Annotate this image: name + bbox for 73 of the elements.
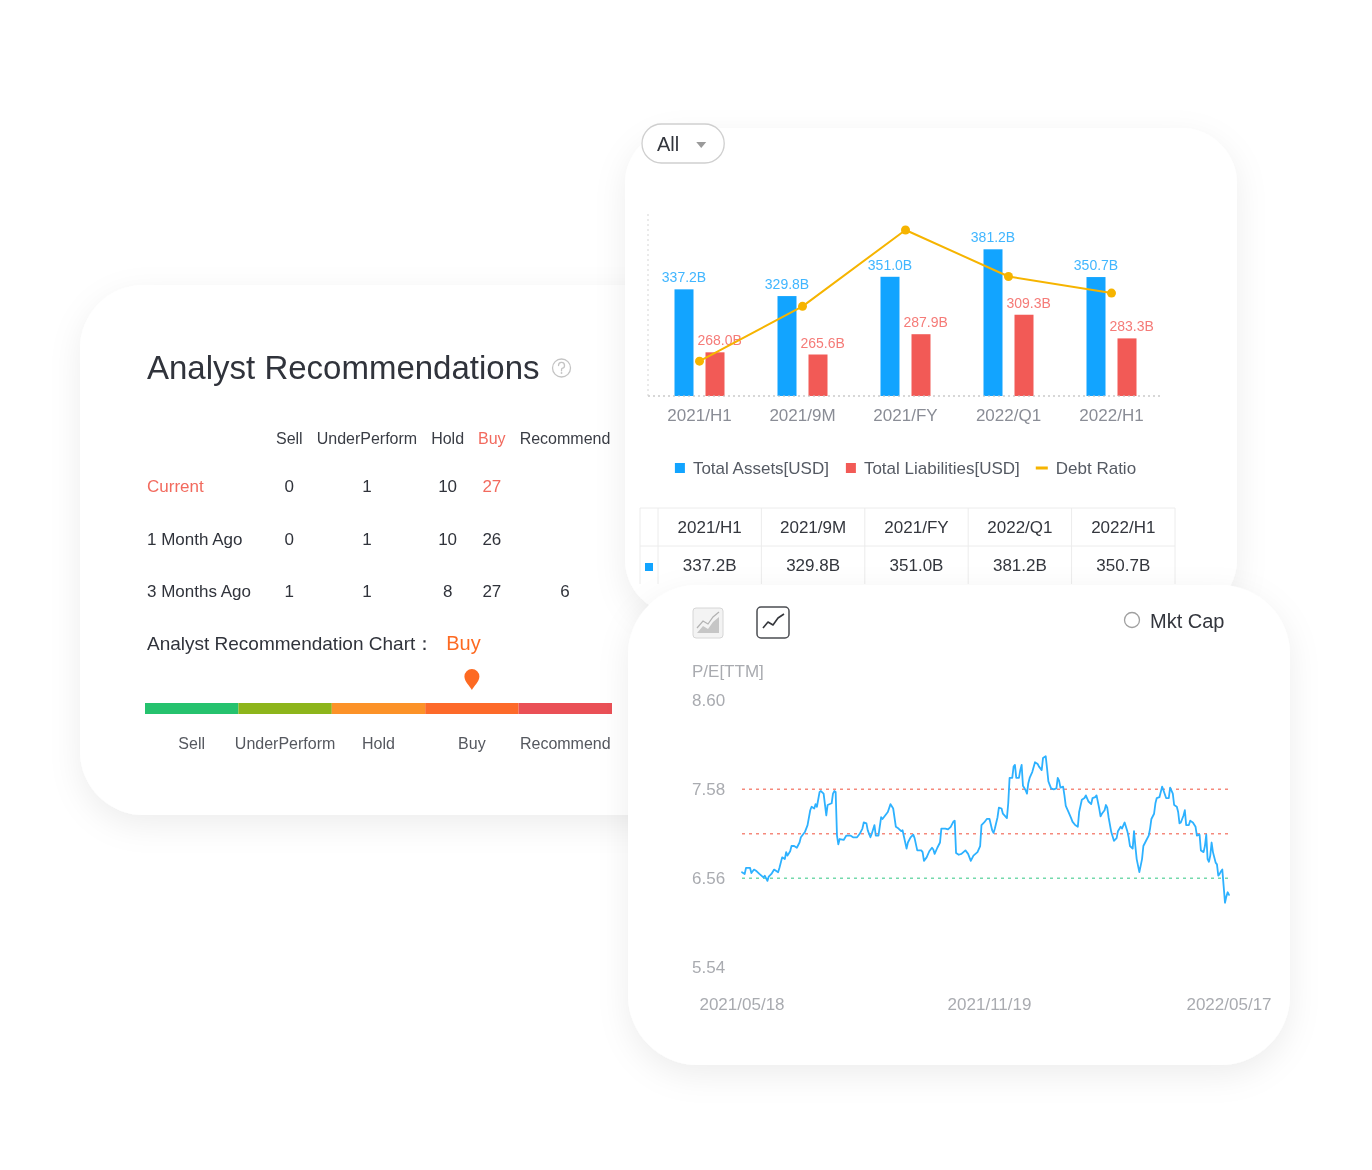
- y-axis-title: P/E[TTM]: [692, 662, 764, 681]
- category-label: Hold: [362, 735, 395, 752]
- text: Mkt Cap: [1150, 610, 1225, 632]
- data-label: 0: [284, 477, 295, 496]
- data-label: 10: [438, 477, 458, 496]
- x-tick-label: 2022/05/17: [1186, 995, 1272, 1014]
- data-label: 350.7B: [1096, 555, 1151, 575]
- x-tick-label: 2021/H1: [667, 406, 732, 425]
- data-label: 1: [362, 582, 372, 601]
- y-tick-label: 7.58: [692, 780, 726, 800]
- x-tick-label: 2021/9M: [769, 406, 836, 425]
- legend-label: Total Assets[USD]: [692, 458, 829, 478]
- point: [695, 356, 704, 366]
- x-tick-label: 2021/05/18: [699, 995, 785, 1014]
- y-tick-label: 5.54: [692, 958, 726, 978]
- text: 350.7B: [1073, 257, 1119, 274]
- text: Buy: [446, 632, 481, 654]
- data-label: 283.3B: [1109, 318, 1154, 335]
- data-label: 27: [482, 477, 502, 496]
- point: [798, 301, 807, 311]
- legend-label: Debt Ratio: [1055, 458, 1137, 478]
- data-label: 287.9B: [903, 314, 948, 331]
- data-label: 329.8B: [786, 555, 841, 575]
- text: 1 Month Ago: [147, 529, 243, 549]
- data-label: 10: [438, 529, 458, 549]
- data-label: 337.2B: [682, 555, 737, 575]
- data-label: 6: [560, 582, 570, 601]
- x-tick-label: 2021/11/19: [947, 995, 1032, 1014]
- data-label: 381.2B: [992, 555, 1047, 575]
- category-label: Buy: [478, 430, 506, 447]
- text: 337.2B: [661, 269, 707, 286]
- category-label: Hold: [431, 430, 465, 447]
- data-label: 26: [482, 529, 502, 549]
- data-label: 1: [362, 529, 372, 549]
- y-tick-label: 6.56: [692, 869, 726, 889]
- data-label: 351.0B: [889, 555, 944, 575]
- category-label: Buy: [458, 735, 486, 752]
- data-label: 8: [442, 582, 453, 601]
- text: Current: [147, 477, 204, 496]
- data-label: 27: [482, 582, 502, 601]
- x-tick-label: 2021/FY: [873, 406, 938, 425]
- text: 381.2B: [970, 229, 1016, 246]
- data-label: 0: [284, 529, 295, 549]
- category-label: Sell: [276, 430, 303, 447]
- x-tick-label: 2022/H1: [1079, 406, 1144, 425]
- text: Analyst Recommendations: [147, 349, 540, 386]
- data-label: 309.3B: [1006, 294, 1051, 311]
- text: 329.8B: [764, 276, 810, 293]
- category-label: UnderPerform: [316, 430, 418, 447]
- line-series: [741, 755, 1230, 904]
- data-label: 1: [284, 582, 295, 601]
- data-label: 268.0B: [697, 332, 742, 349]
- y-tick-label: 8.60: [692, 691, 726, 711]
- text: 351.0B: [867, 256, 913, 273]
- text: All: [657, 133, 680, 155]
- point: [1004, 271, 1013, 281]
- data-label: 1: [362, 477, 372, 496]
- category-label: 2021/H1: [677, 517, 742, 537]
- point: [1107, 288, 1116, 298]
- category-label: 2021/FY: [884, 517, 949, 537]
- point: [901, 225, 910, 235]
- legend-label: Total Liabilities[USD]: [863, 458, 1020, 478]
- category-label: Recommend: [519, 430, 611, 447]
- category-label: UnderPerform: [234, 735, 336, 752]
- category-label: 2021/9M: [780, 517, 847, 537]
- x-tick-label: 2022/Q1: [975, 406, 1042, 425]
- category-label: 2022/Q1: [987, 517, 1053, 537]
- text: 3 Months Ago: [147, 582, 251, 601]
- data-label: 265.6B: [800, 334, 845, 351]
- category-label: Recommend: [519, 735, 611, 752]
- text: Analyst Recommendation Chart：: [147, 633, 435, 654]
- category-label: 2022/H1: [1091, 517, 1156, 537]
- category-label: Sell: [178, 735, 206, 752]
